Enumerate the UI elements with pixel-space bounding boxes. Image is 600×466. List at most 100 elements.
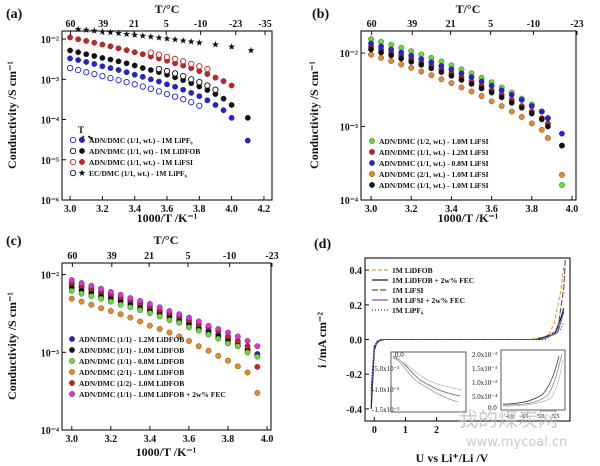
data-point (508, 99, 515, 106)
panel-a-marks (66, 25, 255, 144)
legend-marker (69, 169, 77, 177)
data-point (137, 297, 144, 304)
data-point (234, 333, 241, 340)
data-point (82, 26, 90, 33)
panel-b-y-label: Conductivity /S cm⁻¹ (307, 61, 321, 169)
data-point (139, 65, 146, 71)
y-tick-label: -0.4 (346, 405, 362, 416)
data-point (176, 311, 183, 318)
data-point (99, 55, 106, 61)
t-arrow-right (87, 135, 94, 142)
legend-label: ADN/DMC (1/2, wt.) - 1.0M LiFSI (379, 137, 489, 146)
x-tick-label: 3.8 (222, 434, 235, 445)
data-point (212, 102, 219, 108)
legend-label: ADN/DMC (1/1, wt.) - 1.0M LiFSI (379, 181, 489, 190)
data-point (176, 319, 183, 326)
top-tick-label: 21 (446, 19, 456, 30)
x-tick-label: 3.4 (128, 204, 141, 215)
legend-label: ADN/DMC (1/1) - 1.2M LiDFOB (79, 335, 184, 344)
x-tick-label: 4.0 (261, 434, 274, 445)
data-point (186, 324, 192, 331)
data-point (179, 37, 187, 44)
data-point (163, 35, 171, 42)
legend-marker (69, 158, 77, 166)
data-point (115, 67, 122, 73)
data-point (117, 301, 124, 308)
data-point (544, 123, 551, 130)
data-point (98, 305, 104, 312)
data-point (388, 52, 395, 59)
data-point (107, 308, 114, 314)
data-point (478, 93, 485, 99)
data-point (228, 82, 235, 89)
legend-marker (69, 136, 77, 144)
data-point (254, 353, 261, 360)
data-point (388, 46, 395, 53)
x-tick-label: 3.6 (161, 204, 174, 215)
data-point (147, 49, 154, 56)
y-tick-label: 10⁻⁶ (41, 196, 59, 207)
legend-marker (79, 159, 85, 165)
data-point (211, 40, 219, 48)
legend-marker (79, 148, 85, 154)
data-point (131, 31, 139, 38)
data-point (91, 39, 98, 46)
x-tick-label: 3.0 (66, 434, 79, 445)
data-point (186, 338, 192, 344)
inset-right-y-tick-4: 5.0x10⁻⁴ (472, 393, 498, 401)
data-point (131, 81, 138, 88)
data-point (137, 318, 144, 325)
panel-d-ticks: 0 1 2 -0.4 -0.2 0.0 0.2 0.4 (346, 266, 439, 436)
data-point (147, 85, 154, 92)
data-point (75, 36, 82, 43)
data-point (478, 78, 485, 85)
legend-label: ADN/DMC (1/1, wt.) - 1M LiFSI (89, 158, 193, 167)
data-point (228, 114, 235, 121)
data-point (458, 84, 465, 91)
inset-right-curve-3 (502, 355, 560, 405)
data-point (75, 49, 82, 56)
data-point (388, 58, 395, 64)
data-point (212, 86, 219, 93)
inset-left-frame (390, 351, 467, 413)
data-point (188, 89, 195, 96)
data-point (171, 93, 179, 100)
data-point (448, 66, 455, 73)
data-point (68, 277, 75, 284)
panel-a-x-label: 1000/T /K⁻¹ (137, 211, 198, 225)
x-tick-label: 3.6 (183, 434, 196, 445)
panel-b-legend: ADN/DMC (1/2, wt.) - 1.0M LiFSI ADN/DMC (… (369, 137, 489, 190)
data-point (75, 66, 82, 74)
inset-left-x-tick: 0.0 (395, 351, 404, 359)
y-tick-label: 0.2 (350, 301, 363, 312)
data-point (478, 85, 485, 92)
legend-marker (369, 149, 375, 155)
data-point (107, 289, 114, 295)
data-point (408, 58, 415, 65)
data-point (448, 80, 455, 86)
data-point (68, 295, 75, 302)
data-point (67, 55, 73, 62)
data-point (147, 76, 154, 83)
data-point (163, 67, 171, 75)
data-point (428, 59, 435, 66)
data-point (212, 74, 219, 81)
data-point (418, 68, 425, 75)
data-point (131, 71, 138, 78)
legend-label: ADN/DMC (2/1) - 1.0M LiDFOB (79, 368, 184, 377)
data-point (180, 96, 187, 103)
data-point (171, 70, 179, 77)
inset-right-x-tick-1: 4.0 (506, 414, 514, 420)
data-point (225, 340, 231, 347)
data-point (378, 43, 384, 50)
panel-c: (c) T/°C 1000/T /K⁻¹ Conductivity /S cm⁻… (5, 233, 279, 459)
data-point (147, 301, 153, 307)
data-point (156, 304, 163, 311)
data-point (559, 182, 565, 188)
data-point (90, 27, 98, 34)
top-tick-label: 39 (407, 19, 417, 30)
data-point (99, 41, 106, 48)
data-point (163, 90, 171, 98)
panel-d-inset-left: 0.0 -5.0x10⁻³ -1.0x10⁻² -1.5x10⁻² (372, 351, 467, 414)
x-tick-label: 4.0 (225, 204, 238, 215)
